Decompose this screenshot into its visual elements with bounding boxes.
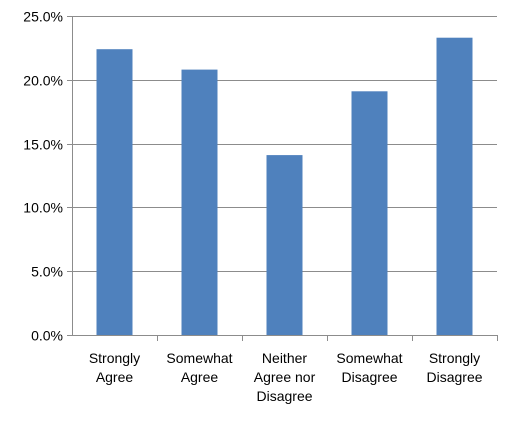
x-category-label-line: Somewhat [336,350,402,366]
x-category-label-line: Agree [181,369,219,385]
bar [351,91,388,335]
y-tick-label: 15.0% [23,137,63,153]
x-category-label: Somewhat Agree [166,350,232,385]
bar [436,37,473,335]
x-category-label: Strongly Agree [89,350,140,385]
x-category-label-line: Disagree [426,369,482,385]
y-tick-label: 0.0% [31,328,63,344]
x-category-label-line: Disagree [256,388,312,404]
x-category-label-line: Neither [262,350,307,366]
y-tick-label: 20.0% [23,73,63,89]
x-category-label: Somewhat Disagree [336,350,402,385]
y-tick-label: 5.0% [31,264,63,280]
bar [96,49,133,335]
gridlines [72,16,497,272]
x-category-label-line: Strongly [89,350,140,366]
bar [266,155,303,335]
y-tick-label: 25.0% [23,9,63,25]
x-category-label: Strongly Disagree [426,350,482,385]
bars [96,37,473,335]
axes [67,16,498,341]
x-category-label: Neither Agree nor Disagree [254,350,316,404]
x-category-label-line: Agree [96,369,134,385]
bar [181,69,218,335]
x-category-labels: Strongly Agree Somewhat Agree Neither Agree n… [89,350,483,404]
x-category-label-line: Somewhat [166,350,232,366]
x-category-label-line: Disagree [341,369,397,385]
y-tick-label: 10.0% [23,200,63,216]
x-category-label-line: Agree nor [254,369,316,385]
x-category-label-line: Strongly [429,350,480,366]
y-tick-labels: 0.0% 5.0% 10.0% 15.0% 20.0% 25.0% [23,9,63,344]
